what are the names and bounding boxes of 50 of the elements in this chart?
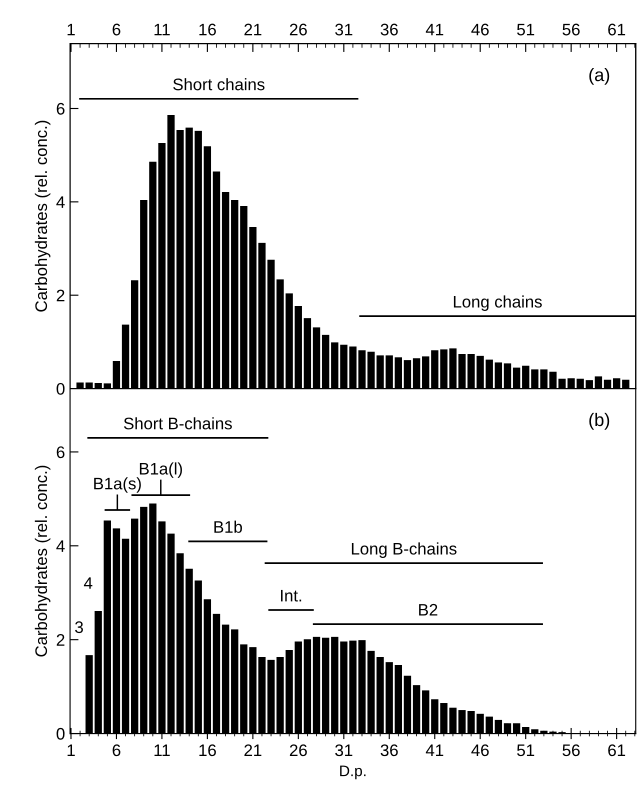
y-tick-label: 4 [56,196,65,208]
x2-tick-label: 51 [517,24,534,36]
x2-tick-label: 1 [68,24,75,36]
annotation: 3 [75,621,83,634]
x-tick-label: 51 [517,744,534,756]
x-tick-label: 56 [562,744,580,756]
annotation: Int. [281,590,302,602]
annotation: Long B-chains [352,542,457,558]
x-tick-label: 26 [290,744,307,756]
y-tick-label: 6 [56,102,64,115]
x2-tick-label: 41 [426,24,444,36]
x2-tick-label: 26 [290,24,307,36]
x2-tick-label: 6 [112,24,120,36]
x2-tick-label: 11 [154,24,170,36]
y-tick-label: 4 [56,540,65,552]
x-tick-label: 31 [335,744,352,756]
annotation: Short chains [173,78,264,90]
y-tick-label: 0 [56,382,65,395]
y-tick-label: 0 [56,728,65,740]
x2-tick-label: 36 [380,24,398,36]
annotation: Long chains [454,295,542,311]
y-axis-title: Carbohydrates (rel. conc.) [34,466,50,657]
x-tick-label: 36 [380,744,398,756]
annotation: B1a(l) [140,462,182,478]
annotation: B1b [214,520,242,533]
annotation: B2 [419,604,438,616]
annotation: Short B-chains [124,417,232,430]
x2-tick-label: 31 [335,24,352,36]
annotation: 4 [84,577,92,589]
y-tick-label: 6 [56,446,64,458]
annotation: (b) [589,412,610,430]
x-tick-label: 21 [244,744,262,756]
x-tick-label: 1 [68,744,75,756]
x-tick-label: 41 [426,744,444,756]
y-tick-label: 2 [56,634,64,646]
x2-tick-label: 61 [608,24,626,36]
x-tick-label: 6 [112,744,120,756]
x-tick-label: 61 [608,744,626,756]
annotation: B1a(s) [94,477,141,493]
x2-tick-label: 16 [199,24,216,36]
x2-tick-label: 21 [244,24,262,36]
x2-tick-label: 46 [471,24,489,36]
annotation: (a) [589,68,610,85]
x-tick-label: 16 [199,744,216,756]
x-tick-label: 11 [154,744,170,756]
x-tick-label: 46 [471,744,489,756]
y-axis-title: Carbohydrates (rel. conc.) [34,120,50,312]
x2-tick-label: 56 [562,24,580,36]
x-axis-title: D.p. [340,766,366,780]
y-tick-label: 2 [56,290,64,302]
